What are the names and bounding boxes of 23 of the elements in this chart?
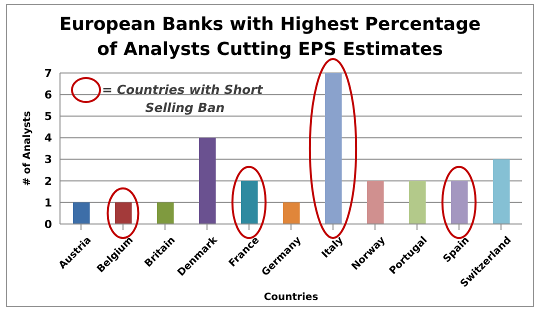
bar (325, 73, 342, 224)
bar (199, 138, 216, 224)
y-tick-label: 1 (44, 196, 52, 210)
y-tick-label: 5 (44, 110, 52, 124)
y-tick-label: 4 (44, 132, 52, 145)
bar (115, 202, 132, 224)
bar (451, 180, 468, 224)
bar (157, 202, 174, 224)
y-tick-label: 2 (44, 174, 52, 188)
chart-title: European Banks with Highest Percentage of Analysts Cutting EPS Estimates (59, 14, 481, 60)
bar (367, 180, 384, 224)
annotation: = Countries with Short Selling Ban (102, 82, 264, 115)
bar (241, 180, 258, 224)
bar (493, 159, 510, 224)
bar (409, 180, 426, 224)
y-tick-label: 0 (44, 218, 52, 231)
y-tick-label: 6 (44, 88, 52, 102)
y-tick-label: 3 (44, 153, 52, 166)
bar (73, 202, 90, 224)
bar (283, 202, 300, 224)
y-axis-title: # of Analysts (22, 111, 33, 186)
y-tick-label: 7 (44, 66, 52, 80)
x-axis-title: Countries (264, 292, 318, 303)
